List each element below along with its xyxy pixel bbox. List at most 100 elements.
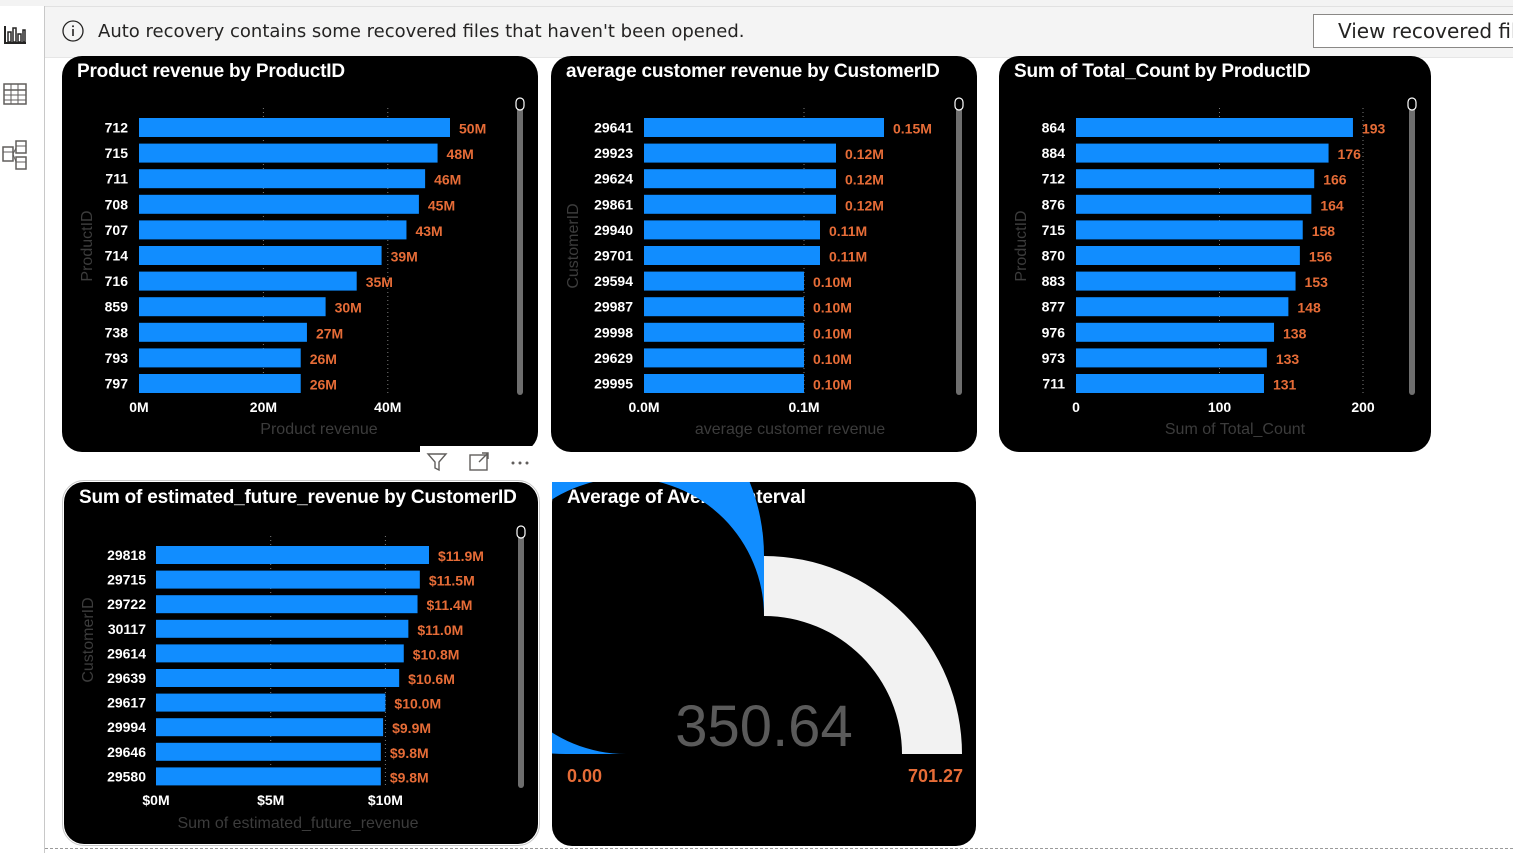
bar <box>644 118 884 137</box>
category-label: 884 <box>1042 145 1066 161</box>
data-label: $9.8M <box>390 745 429 761</box>
bar <box>139 374 301 393</box>
report-view-icon[interactable] <box>2 22 28 48</box>
table-view-icon[interactable] <box>2 81 28 107</box>
avg-customer-revenue-card[interactable]: average customer revenue by CustomerID 2… <box>551 56 977 452</box>
bar <box>156 619 409 638</box>
category-label: 712 <box>1042 171 1066 187</box>
category-label: 715 <box>1042 222 1066 238</box>
bar <box>156 546 429 564</box>
bar <box>139 169 426 189</box>
x-axis-title: average customer revenue <box>695 421 885 438</box>
info-icon <box>62 20 84 42</box>
scrollbar-track <box>517 98 523 395</box>
scrollbar-thumb <box>1407 97 1417 111</box>
category-label: 29641 <box>594 120 633 136</box>
data-label: 166 <box>1323 172 1347 188</box>
bar <box>139 348 301 368</box>
x-tick-label: 0 <box>1072 399 1080 415</box>
bar <box>139 118 450 137</box>
category-label: 876 <box>1042 196 1066 212</box>
canvas-bottom-edge <box>45 848 1513 854</box>
category-label: 714 <box>105 248 129 264</box>
bar <box>139 220 407 240</box>
bar <box>644 374 804 393</box>
bar <box>644 348 804 368</box>
data-label: 0.15M <box>893 121 932 137</box>
data-label: 26M <box>310 377 337 393</box>
bar <box>156 693 386 712</box>
gauge-remaining-arc <box>764 556 962 754</box>
x-tick-label: 100 <box>1208 399 1232 415</box>
data-label: 176 <box>1338 146 1362 162</box>
category-label: 29701 <box>594 248 633 264</box>
data-label: 164 <box>1320 197 1344 213</box>
focus-mode-icon[interactable] <box>467 450 491 474</box>
data-label: 35M <box>366 274 393 290</box>
x-tick-label: 0.1M <box>788 399 819 415</box>
bar <box>1076 169 1315 189</box>
avg-customer-revenue-bar-chart[interactable]: 29641 0.15M 29923 0.12M 29624 0.12M 29861 0.12M… <box>551 56 977 452</box>
bar <box>644 246 820 265</box>
filter-icon[interactable] <box>425 450 449 474</box>
data-label: 0.10M <box>813 377 852 393</box>
scrollbar-thumb <box>516 525 526 539</box>
category-label: 711 <box>105 171 128 187</box>
scrollbar-thumb <box>954 97 964 111</box>
product-revenue-bar-chart[interactable]: 712 50M 715 48M 711 46M 708 45M 707 43M 714 39M 716 3… <box>62 56 538 452</box>
data-label: 0.10M <box>813 325 852 341</box>
data-label: 50M <box>459 121 486 137</box>
category-label: 29995 <box>594 376 633 392</box>
data-label: 193 <box>1362 121 1386 137</box>
category-label: 864 <box>1042 120 1066 136</box>
data-label: 0.10M <box>813 351 852 367</box>
bar <box>139 322 307 342</box>
data-label: 156 <box>1309 249 1333 265</box>
data-label: $9.8M <box>390 769 429 785</box>
average-interval-card[interactable]: Average of AverageInterval 350.64 0.00 701… <box>552 482 976 846</box>
data-label: $10.8M <box>413 646 460 662</box>
data-label: 0.12M <box>845 146 884 162</box>
bar <box>156 767 381 786</box>
bar <box>139 297 326 317</box>
y-axis-title: CustomerID <box>565 203 582 288</box>
scrollbar-thumb <box>515 97 525 111</box>
view-recovered-files-button[interactable]: View recovered files <box>1313 14 1513 48</box>
category-label: 973 <box>1042 350 1066 366</box>
total-count-card[interactable]: Sum of Total_Count by ProductID 864 193 88… <box>999 56 1431 452</box>
total-count-bar-chart[interactable]: 864 193 884 176 712 166 876 164 715 158 870 156 883 1… <box>999 56 1431 452</box>
data-label: 131 <box>1273 377 1297 393</box>
bar <box>644 169 836 189</box>
category-label: 738 <box>105 324 129 340</box>
x-tick-label: 0.0M <box>628 399 659 415</box>
category-label: 29715 <box>107 572 146 588</box>
data-label: 43M <box>415 223 442 239</box>
category-label: 793 <box>105 350 129 366</box>
category-label: 29940 <box>594 222 633 238</box>
category-label: 797 <box>105 376 129 392</box>
average-interval-gauge[interactable]: 350.64 0.00 701.27 <box>552 482 976 846</box>
gauge-min-label: 0.00 <box>567 766 602 786</box>
banner-message: Auto recovery contains some recovered fi… <box>98 21 745 42</box>
model-view-icon[interactable] <box>2 140 28 170</box>
category-label: 29861 <box>594 196 633 212</box>
data-label: 158 <box>1312 223 1336 239</box>
bar <box>644 143 836 163</box>
future-revenue-card[interactable]: Sum of estimated_future_revenue by Custo… <box>62 480 540 846</box>
data-label: 0.10M <box>813 300 852 316</box>
bar <box>644 271 804 291</box>
data-label: 153 <box>1305 274 1329 290</box>
product-revenue-card[interactable]: Product revenue by ProductID 712 50M 715 48… <box>62 56 538 452</box>
x-axis-title: Sum of Total_Count <box>1165 421 1306 438</box>
bar <box>1076 220 1303 240</box>
data-label: $10.6M <box>408 671 455 687</box>
more-options-icon[interactable] <box>508 450 532 474</box>
category-label: 29818 <box>107 547 146 563</box>
data-label: 48M <box>447 146 474 162</box>
bar <box>139 246 382 265</box>
future-revenue-bar-chart[interactable]: 29818 $11.9M 29715 $11.5M 29722 $11.4M 30117 $1… <box>64 482 538 844</box>
scrollbar-track <box>1409 98 1415 395</box>
data-label: 0.11M <box>829 223 867 239</box>
bar <box>1076 246 1300 265</box>
scrollbar-track <box>956 98 962 395</box>
